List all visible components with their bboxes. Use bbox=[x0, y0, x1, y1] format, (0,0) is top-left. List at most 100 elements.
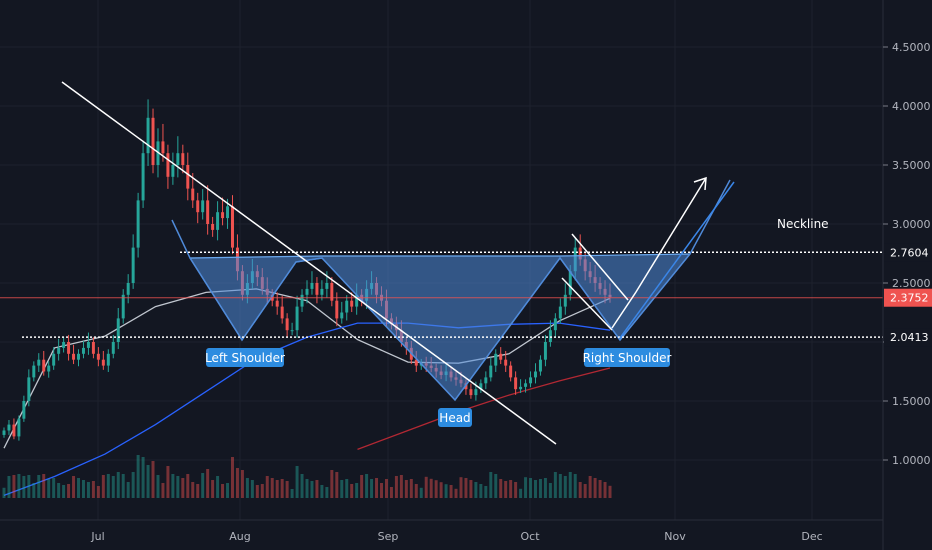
volume-bar bbox=[499, 479, 503, 498]
candle-body bbox=[206, 200, 210, 224]
volume-bar bbox=[509, 480, 513, 498]
y-tick-label: 3.0000 bbox=[892, 218, 931, 231]
candle-body bbox=[568, 271, 572, 295]
volume-bar bbox=[32, 483, 36, 498]
candle-body bbox=[494, 353, 498, 366]
volume-bar bbox=[176, 476, 180, 498]
volume-bar bbox=[57, 483, 61, 498]
candle-body bbox=[166, 153, 170, 177]
volume-bar bbox=[211, 480, 215, 498]
volume-bar bbox=[315, 480, 319, 498]
candle-body bbox=[52, 353, 56, 366]
volume-bar bbox=[280, 479, 284, 498]
candle-body bbox=[131, 247, 135, 283]
volume-bar bbox=[538, 479, 542, 498]
candle-body bbox=[558, 306, 562, 319]
candle-body bbox=[290, 330, 294, 332]
y-tick-label: 4.0000 bbox=[892, 100, 931, 113]
volume-bar bbox=[186, 474, 190, 498]
candle-body bbox=[280, 306, 284, 319]
volume-bar bbox=[275, 480, 279, 498]
y-tick-label: 1.0000 bbox=[892, 454, 931, 467]
volume-bar bbox=[17, 474, 21, 498]
level-lines bbox=[0, 251, 883, 338]
candle-body bbox=[529, 377, 533, 384]
volume-bar bbox=[583, 484, 587, 498]
volume-bar bbox=[479, 484, 483, 498]
volume-bar bbox=[459, 477, 463, 498]
candle-body bbox=[534, 371, 537, 378]
volume-bar bbox=[166, 466, 170, 498]
volume-bar bbox=[270, 478, 274, 498]
candle-body bbox=[543, 342, 547, 360]
candle-body bbox=[553, 318, 557, 331]
volume-bar bbox=[310, 481, 314, 498]
volume-bar bbox=[414, 484, 418, 498]
candle-body bbox=[121, 294, 125, 319]
arrow-head bbox=[693, 176, 707, 191]
candle-body bbox=[300, 294, 304, 307]
volume-bar bbox=[22, 476, 26, 498]
volume-bar bbox=[524, 477, 528, 498]
target-projection-line bbox=[619, 181, 735, 339]
volume-bar bbox=[7, 476, 11, 498]
candle-body bbox=[499, 353, 503, 360]
candle-body bbox=[211, 224, 215, 230]
volume-bar bbox=[543, 478, 547, 498]
volume-bar bbox=[548, 483, 552, 498]
candle-body bbox=[27, 377, 31, 401]
candle-body bbox=[116, 318, 120, 342]
volume-bar bbox=[146, 465, 150, 498]
pattern-labels: Left Shoulder Head Right Shoulder bbox=[205, 348, 671, 427]
volume-bar bbox=[136, 455, 140, 498]
x-tick-label: Aug bbox=[229, 530, 250, 543]
pattern-label-head: Head bbox=[439, 411, 470, 425]
candle-body bbox=[196, 200, 200, 213]
volume-bar bbox=[141, 457, 145, 498]
candle-body bbox=[489, 365, 493, 378]
volume-bar bbox=[370, 479, 374, 498]
head-shoulders-outline bbox=[171, 179, 731, 402]
volume-bar bbox=[305, 479, 309, 498]
candle-body bbox=[355, 294, 359, 307]
candle-body bbox=[474, 389, 478, 396]
volume-bar bbox=[320, 485, 324, 498]
volume-bar bbox=[573, 474, 577, 498]
candle-body bbox=[350, 300, 354, 307]
volume-bar bbox=[52, 478, 56, 498]
candle-body bbox=[72, 353, 76, 360]
volume-bar bbox=[131, 472, 135, 498]
price-labels: 2.7604 2.3752 2.0413 bbox=[884, 243, 932, 347]
volume-bar bbox=[101, 475, 105, 498]
volume-bar bbox=[588, 476, 592, 498]
pattern-label-box bbox=[438, 408, 472, 427]
candle-body bbox=[320, 288, 324, 295]
volume-bar bbox=[67, 484, 71, 498]
candle-body bbox=[22, 401, 26, 419]
candle-body bbox=[181, 153, 185, 165]
volume-bar bbox=[389, 487, 393, 498]
volume-bar bbox=[216, 476, 220, 498]
candle-body bbox=[81, 347, 85, 354]
volume-bar bbox=[91, 481, 95, 498]
volume-bar bbox=[350, 484, 354, 498]
volume-bar bbox=[325, 487, 329, 498]
candle-body bbox=[285, 318, 289, 331]
x-tick-label: Dec bbox=[801, 530, 822, 543]
candle-body bbox=[161, 141, 165, 154]
candle-body bbox=[509, 365, 513, 378]
candle-body bbox=[106, 353, 110, 366]
y-tick-label: 3.5000 bbox=[892, 159, 931, 172]
time-axis[interactable]: Jul Aug Sep Oct Nov Dec bbox=[0, 519, 883, 543]
x-tick-label: Sep bbox=[378, 530, 399, 543]
moving-average-line bbox=[357, 367, 611, 451]
candle-body bbox=[7, 424, 11, 431]
volume-bar bbox=[439, 482, 443, 498]
volume-bar bbox=[399, 475, 403, 498]
neckline-label: Neckline bbox=[777, 217, 829, 231]
volume-bar bbox=[434, 480, 438, 498]
volume-bar bbox=[106, 474, 110, 498]
price-label-box bbox=[884, 328, 932, 347]
candle-body bbox=[216, 212, 220, 230]
